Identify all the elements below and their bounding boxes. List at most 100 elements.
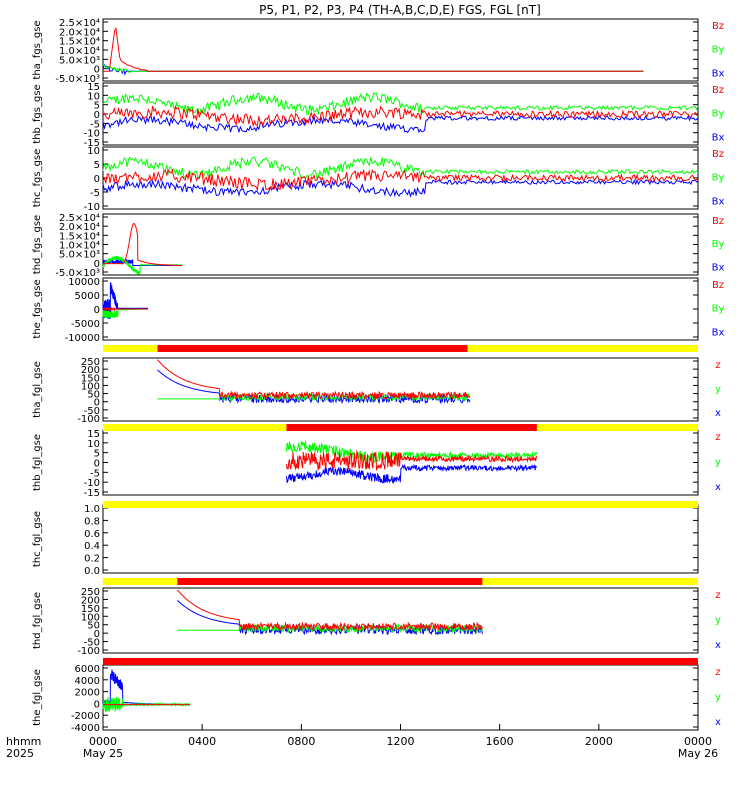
date-label-start: May 25 bbox=[83, 747, 123, 760]
y-tick-label: 4000 bbox=[75, 676, 100, 687]
y-tick-label: 1.0 bbox=[84, 504, 100, 515]
panel-frame bbox=[102, 587, 699, 654]
series-z bbox=[157, 359, 471, 401]
y-tick-label: 0 bbox=[94, 110, 100, 121]
y-tick-label: -50 bbox=[84, 406, 100, 417]
y-tick-label: 15 bbox=[87, 82, 100, 93]
series-y bbox=[286, 440, 538, 464]
y-tick-label: -15 bbox=[84, 138, 100, 149]
legend-entry-By: By bbox=[712, 45, 725, 56]
panel-thc_fgs_gse: 10 5 0 -5 -10 thc_fgs_gse Bz By Bx bbox=[32, 146, 724, 213]
series-z bbox=[103, 26, 644, 72]
mode-bar-red bbox=[103, 658, 698, 665]
y-tick-label: 50 bbox=[87, 390, 100, 401]
y-tick-label: 0 bbox=[94, 398, 100, 409]
legend-entry-Bz: Bz bbox=[712, 21, 724, 32]
y-axis-label: thc_fgs_gse bbox=[32, 149, 43, 208]
y-axis-label: thd_fgl_gse bbox=[32, 592, 43, 649]
legend-entry-z: z bbox=[715, 432, 720, 443]
y-tick-label: -10 bbox=[84, 478, 100, 489]
legend-entry-x: x bbox=[715, 408, 721, 419]
series-x bbox=[102, 63, 644, 76]
y-tick-label: 0 bbox=[94, 259, 100, 270]
series-z bbox=[102, 168, 699, 192]
series-y bbox=[102, 156, 699, 180]
y-tick-label: 5 bbox=[94, 449, 100, 460]
corner-label-year: 2025 bbox=[6, 747, 34, 760]
legend-entry-Bz: Bz bbox=[712, 216, 724, 227]
legend-entry-By: By bbox=[712, 109, 725, 120]
y-tick-label: -50 bbox=[84, 638, 100, 649]
legend-entry-y: y bbox=[715, 457, 721, 468]
legend-entry-Bz: Bz bbox=[712, 280, 724, 291]
x-tick-label: 0800 bbox=[287, 735, 315, 748]
y-tick-label: -5 bbox=[90, 468, 100, 479]
y-tick-label: 0.2 bbox=[84, 554, 100, 565]
y-tick-label: 200 bbox=[81, 365, 100, 376]
y-tick-label: -100 bbox=[77, 414, 100, 425]
y-tick-label: -5 bbox=[90, 119, 100, 130]
y-tick-label: 50 bbox=[87, 621, 100, 632]
y-tick-label: 1.0×10⁴ bbox=[59, 46, 100, 57]
legend-entry-x: x bbox=[715, 482, 721, 493]
y-tick-label: -10 bbox=[84, 129, 100, 140]
panel-frame bbox=[102, 429, 699, 496]
y-tick-label: -100 bbox=[77, 646, 100, 657]
panel-tha_fgs_gse: 2.5×10⁴2.0×10⁴1.5×10⁴1.0×10⁴5.0×10³0-5.0… bbox=[32, 18, 724, 85]
x-tick-label: 1200 bbox=[387, 735, 415, 748]
x-tick-label: 0000 bbox=[89, 735, 117, 748]
legend-entry-y: y bbox=[715, 692, 721, 703]
y-tick-label: 1.5×10⁴ bbox=[59, 37, 100, 48]
series-z bbox=[286, 450, 538, 472]
legend-entry-x: x bbox=[715, 717, 721, 728]
y-axis-label: tha_fgs_gse bbox=[32, 20, 43, 79]
legend-entry-Bx: Bx bbox=[712, 132, 725, 143]
y-tick-label: 150 bbox=[81, 604, 100, 615]
chart-title: P5, P1, P2, P3, P4 (TH-A,B,C,D,E) FGS, F… bbox=[259, 3, 541, 17]
y-tick-label: 6000 bbox=[75, 664, 100, 675]
legend-entry-x: x bbox=[715, 640, 721, 651]
y-tick-label: -4000 bbox=[71, 723, 100, 734]
series-x bbox=[102, 114, 699, 134]
y-tick-label: 0.4 bbox=[84, 541, 100, 552]
y-tick-label: 0 bbox=[94, 699, 100, 710]
y-tick-label: 1.0×10⁴ bbox=[59, 241, 100, 252]
mode-bar-red bbox=[177, 578, 483, 585]
y-tick-label: 2.5×10⁴ bbox=[59, 213, 100, 224]
y-tick-label: 10000 bbox=[68, 277, 100, 288]
y-tick-label: -5.0×10³ bbox=[55, 74, 100, 85]
y-tick-label: 0 bbox=[94, 459, 100, 470]
legend-entry-By: By bbox=[712, 239, 725, 250]
x-tick-label: 0400 bbox=[188, 735, 216, 748]
panel-frame bbox=[102, 504, 699, 574]
series-z bbox=[103, 222, 183, 266]
y-tick-label: -2000 bbox=[71, 711, 100, 722]
y-tick-label: 1.5×10⁴ bbox=[59, 231, 100, 242]
y-tick-label: 2.0×10⁴ bbox=[59, 222, 100, 233]
y-axis-label: thd_fgs_gse bbox=[32, 215, 43, 274]
y-tick-label: 10 bbox=[87, 146, 100, 157]
legend-entry-y: y bbox=[715, 615, 721, 626]
mode-bar-red bbox=[157, 345, 468, 352]
legend-entry-Bx: Bx bbox=[712, 68, 725, 79]
legend-entry-Bz: Bz bbox=[712, 85, 724, 96]
y-tick-label: 5 bbox=[94, 101, 100, 112]
y-tick-label: 15 bbox=[87, 429, 100, 440]
y-axis-label: the_fgs_gse bbox=[32, 279, 43, 338]
legend-entry-z: z bbox=[715, 667, 720, 678]
series-z bbox=[177, 589, 483, 632]
legend-entry-z: z bbox=[715, 590, 720, 601]
y-tick-label: 2.5×10⁴ bbox=[59, 18, 100, 29]
panel-frame bbox=[102, 82, 699, 146]
y-tick-label: 10 bbox=[87, 91, 100, 102]
y-tick-label: 150 bbox=[81, 373, 100, 384]
y-tick-label: 0.0 bbox=[84, 566, 100, 577]
y-tick-label: 0 bbox=[94, 629, 100, 640]
y-tick-label: 100 bbox=[81, 612, 100, 623]
y-tick-label: 5 bbox=[94, 160, 100, 171]
series-y bbox=[177, 623, 483, 634]
y-tick-label: -5000 bbox=[71, 319, 100, 330]
